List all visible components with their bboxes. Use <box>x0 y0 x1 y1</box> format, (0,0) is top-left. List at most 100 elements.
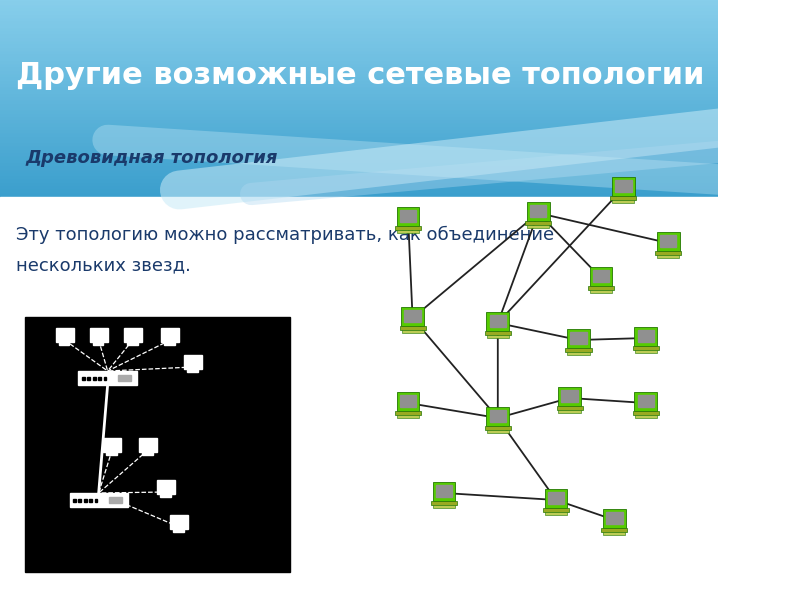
Bar <box>110 450 114 454</box>
Bar <box>110 497 122 503</box>
Bar <box>485 331 511 335</box>
Bar <box>0 121 718 125</box>
Bar <box>98 377 101 380</box>
Bar <box>157 480 175 494</box>
Bar <box>610 196 637 200</box>
Bar <box>633 346 659 350</box>
Bar <box>603 509 626 528</box>
Bar <box>0 75 718 79</box>
Bar <box>655 251 682 255</box>
Bar <box>400 395 416 407</box>
Bar <box>178 527 181 531</box>
Bar <box>0 25 718 29</box>
Bar <box>0 118 718 122</box>
Bar <box>0 151 718 155</box>
Bar <box>0 137 718 142</box>
Bar <box>633 410 659 415</box>
Bar <box>0 62 718 66</box>
Bar <box>162 328 179 342</box>
Bar <box>58 341 70 345</box>
Bar <box>399 326 426 330</box>
Bar <box>567 329 590 348</box>
Bar <box>525 221 551 225</box>
Bar <box>0 68 718 73</box>
Bar <box>634 350 657 353</box>
Bar <box>0 190 718 194</box>
Bar <box>0 12 718 16</box>
Bar <box>638 330 654 342</box>
Bar <box>397 392 419 411</box>
Bar <box>0 82 718 86</box>
Bar <box>527 202 550 221</box>
Bar <box>0 115 718 119</box>
Bar <box>0 88 718 92</box>
Bar <box>570 332 586 344</box>
Bar <box>603 532 626 535</box>
Bar <box>184 355 202 369</box>
Bar <box>436 485 452 497</box>
Bar <box>93 377 95 380</box>
Bar <box>73 499 76 502</box>
Bar <box>485 425 511 430</box>
Bar <box>634 326 657 346</box>
Bar <box>530 205 546 217</box>
Bar <box>0 32 718 36</box>
Bar <box>0 49 718 53</box>
Bar <box>566 347 591 352</box>
Bar <box>0 174 718 178</box>
Bar <box>164 492 168 496</box>
Text: нескольких звезд.: нескольких звезд. <box>16 256 191 274</box>
Bar <box>0 42 718 46</box>
Bar <box>70 493 128 507</box>
Bar <box>606 512 622 524</box>
Bar <box>124 328 142 342</box>
Bar <box>90 499 92 502</box>
Bar <box>0 177 718 181</box>
Bar <box>118 375 131 381</box>
Bar <box>0 194 718 198</box>
Bar <box>90 328 108 342</box>
Bar <box>103 438 121 452</box>
Bar <box>160 493 170 497</box>
Bar <box>0 167 718 172</box>
Bar <box>0 161 718 165</box>
Bar <box>56 328 74 342</box>
Bar <box>397 415 419 418</box>
Bar <box>558 410 581 413</box>
Bar <box>395 226 421 230</box>
Bar <box>486 407 509 426</box>
Bar <box>0 65 718 69</box>
Bar <box>103 377 106 380</box>
Bar <box>0 5 718 10</box>
Bar <box>558 386 581 406</box>
Bar <box>0 71 718 76</box>
Bar <box>0 128 718 132</box>
Bar <box>545 512 567 515</box>
Bar <box>527 224 550 228</box>
Bar <box>612 176 634 196</box>
Bar <box>590 266 612 286</box>
Bar <box>0 9 718 13</box>
Bar <box>0 108 718 112</box>
Bar <box>78 499 81 502</box>
Bar <box>612 200 634 203</box>
Bar <box>0 141 718 145</box>
Bar <box>405 310 421 322</box>
Bar <box>174 528 184 532</box>
Text: Эту топологию можно рассматривать, как объединение: Эту топологию можно рассматривать, как о… <box>16 226 554 244</box>
Bar <box>402 307 424 326</box>
Bar <box>431 500 457 505</box>
Bar <box>486 335 509 338</box>
Bar <box>0 58 718 63</box>
Bar <box>634 415 657 418</box>
Bar <box>0 55 718 59</box>
Bar <box>0 91 718 95</box>
Bar <box>0 78 718 82</box>
Bar <box>548 492 564 504</box>
Bar <box>638 395 654 407</box>
Bar <box>84 499 86 502</box>
Bar <box>634 392 657 411</box>
Bar <box>187 368 198 372</box>
Bar <box>0 85 718 89</box>
Bar <box>433 482 455 501</box>
